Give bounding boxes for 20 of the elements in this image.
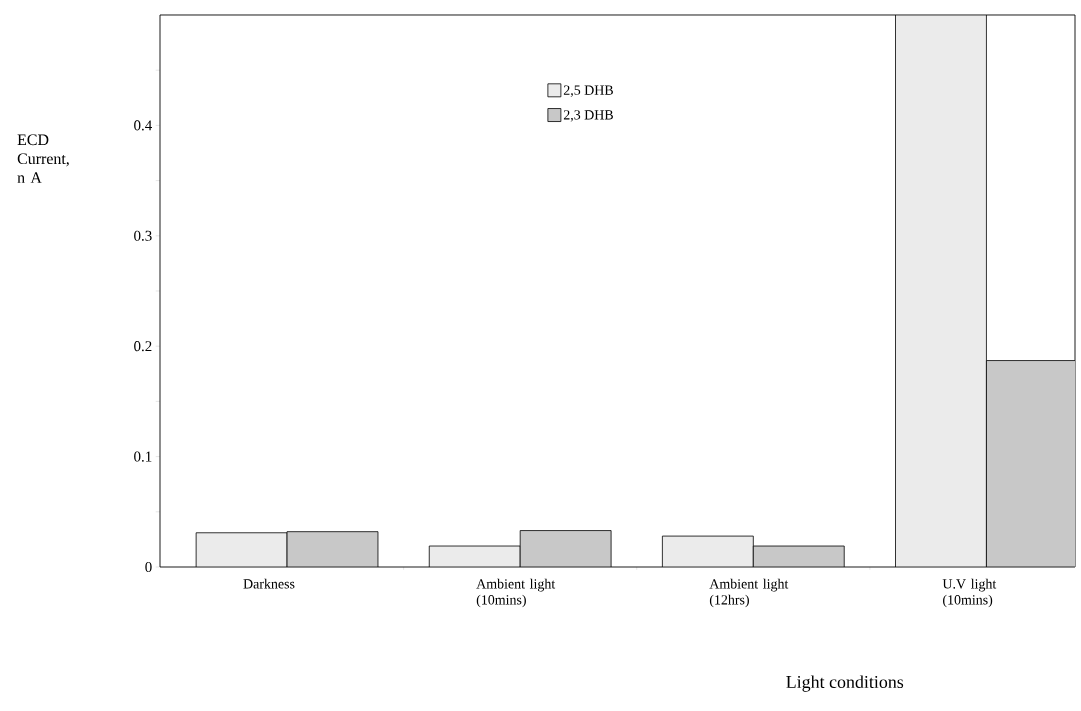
x-tick-label: Ambient light (10mins) bbox=[476, 578, 556, 608]
x-axis-title: Light conditions bbox=[786, 675, 904, 692]
y-tick-label: 0.1 bbox=[134, 451, 152, 462]
bar bbox=[753, 546, 845, 567]
x-tick-label: Darkness bbox=[243, 578, 295, 589]
y-tick-label: 0.3 bbox=[134, 230, 152, 241]
bar bbox=[286, 531, 379, 567]
y-tick-label: 0 bbox=[145, 561, 152, 573]
bar bbox=[195, 532, 288, 567]
bar bbox=[519, 530, 612, 567]
x-tick-label: U.V light (10mins) bbox=[942, 578, 997, 608]
legend-label: 2,3 DHB bbox=[563, 110, 613, 122]
x-tick-label: Ambient light (12hrs) bbox=[709, 578, 789, 608]
y-tick-label: 0.2 bbox=[134, 341, 152, 352]
bar bbox=[662, 536, 754, 567]
bar bbox=[428, 545, 521, 567]
bar bbox=[895, 14, 987, 567]
y-axis-title: ECD Current, n A bbox=[17, 134, 69, 183]
y-tick-label: 0.4 bbox=[134, 120, 152, 131]
legend-label: 2,5 DHB bbox=[563, 85, 613, 97]
